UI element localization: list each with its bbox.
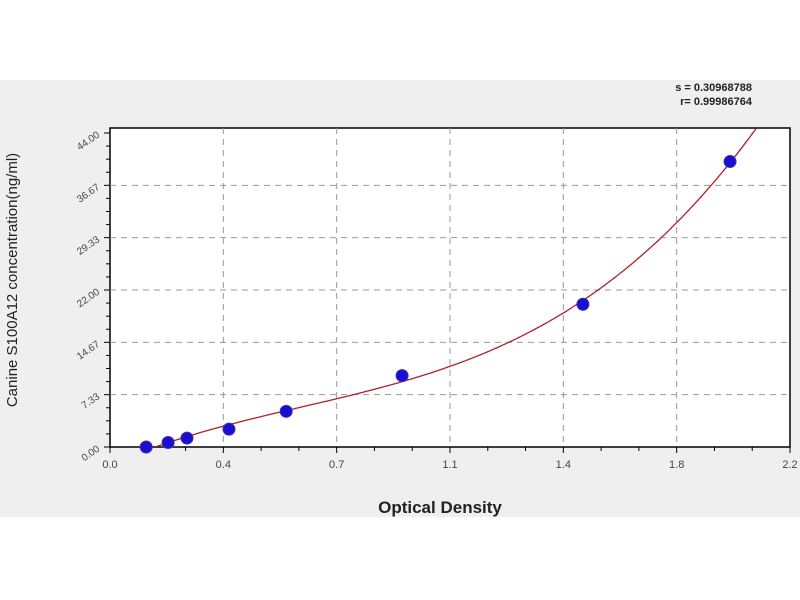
data-point [279,404,293,418]
x-tick-label: 2.2 [782,459,797,471]
x-tick-label: 1.8 [669,459,684,471]
data-point [180,431,194,445]
y-tick-label: 0.00 [80,443,103,463]
y-tick-label: 29.33 [75,234,102,258]
x-tick-label: 0.7 [329,459,344,471]
fit-r-statistic: r= 0.99986764 [680,96,752,108]
data-point [395,369,409,383]
x-tick-label: 1.1 [442,459,457,471]
y-tick-label: 44.00 [75,129,102,153]
fit-curve [156,128,757,448]
fit-s-statistic: s = 0.30968788 [675,82,752,94]
data-point [139,440,153,454]
x-tick-label: 1.4 [556,459,571,471]
y-tick-label: 14.67 [75,339,102,363]
x-axis-label: Optical Density [378,498,502,517]
data-point [161,436,175,450]
x-tick-label: 0.4 [216,459,231,471]
x-tick-label: 0.0 [102,459,117,471]
y-tick-label: 22.00 [75,286,102,310]
y-tick-label: 7.33 [80,391,103,411]
data-point [222,422,236,436]
y-axis-label: Canine S100A12 concentration(ng/ml) [4,153,21,407]
data-point [723,155,737,169]
data-point [576,297,590,311]
y-tick-label: 36.67 [75,182,102,206]
